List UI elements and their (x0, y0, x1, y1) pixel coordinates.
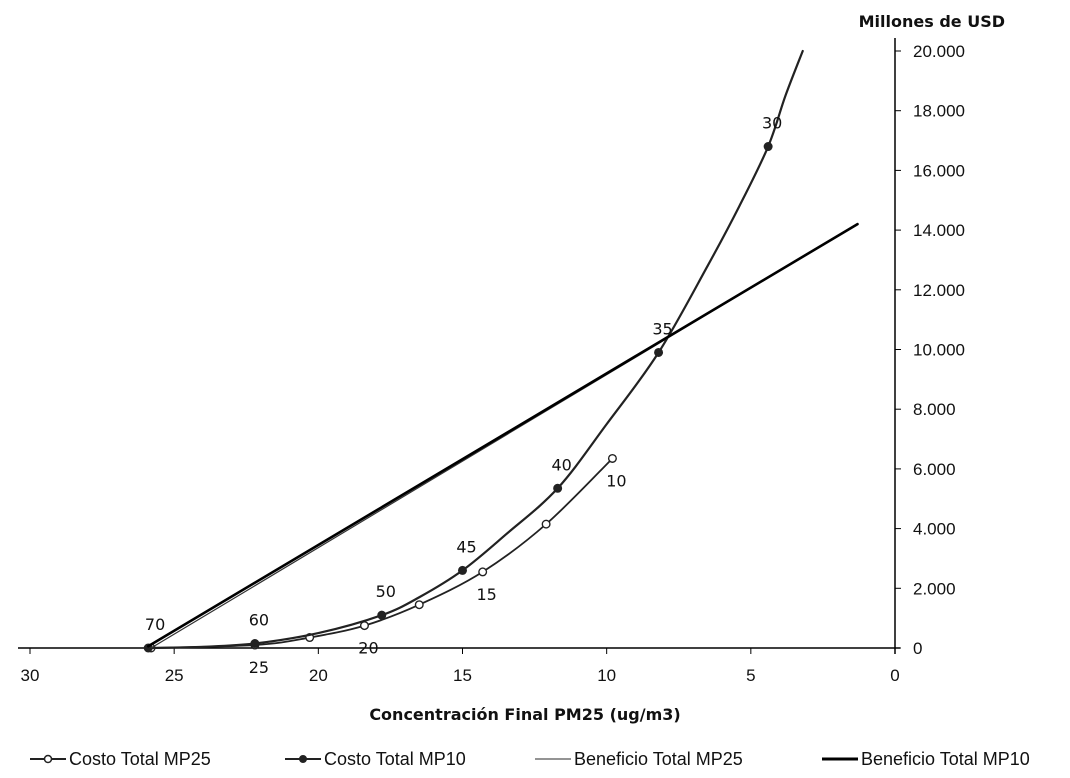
data-point (458, 565, 468, 575)
series-3 (146, 222, 859, 648)
data-point (250, 639, 260, 649)
y-tick-label: 20.000 (913, 42, 965, 61)
axes: 30 25 20 15 10 5 002.0004.0006.0008.00010.0001… (18, 38, 965, 685)
x-tick-label: 20 (309, 666, 328, 685)
point-label: 25 (249, 658, 269, 677)
x-tick-label: 0 (890, 666, 899, 685)
legend-label: Costo Total MP10 (324, 748, 466, 769)
point-label: 35 (652, 319, 672, 338)
x-tick-label: 25 (165, 666, 184, 685)
y-tick-label: 10.000 (913, 341, 965, 360)
y-tick-label: 12.000 (913, 281, 965, 300)
data-point (478, 567, 488, 577)
legend-label: Beneficio Total MP25 (574, 748, 743, 769)
y-tick-label: 6.000 (913, 460, 956, 479)
y-tick-label: 14.000 (913, 221, 965, 240)
legend-item-beneficio-mp25: Beneficio Total MP25 (535, 744, 743, 774)
data-point (607, 453, 617, 463)
series-0 (146, 453, 617, 653)
legend-item-costo-mp25: Costo Total MP25 (30, 744, 211, 774)
data-point (553, 483, 563, 493)
series-line (146, 222, 859, 648)
open-circle-line-icon (30, 752, 66, 766)
point-labels: 70 60 50 45 40 35 30 10 15 20 25 (145, 114, 782, 677)
y-axis-title: Millones de USD (859, 12, 1005, 31)
point-label: 70 (145, 615, 165, 634)
chart-canvas: 30 25 20 15 10 5 002.0004.0006.0008.00010.0001… (18, 12, 1005, 724)
x-tick-label: 15 (453, 666, 472, 685)
legend-item-beneficio-mp10: Beneficio Total MP10 (822, 744, 1030, 774)
y-tick-label: 8.000 (913, 400, 956, 419)
data-point (541, 519, 551, 529)
point-label: 50 (376, 582, 396, 601)
data-point (359, 621, 369, 631)
legend-item-costo-mp10: Costo Total MP10 (285, 744, 466, 774)
filled-circle-line-icon (285, 752, 321, 766)
data-point (377, 610, 387, 620)
x-tick-label: 5 (746, 666, 755, 685)
x-tick-label: 30 (21, 666, 40, 685)
point-label: 30 (762, 114, 782, 133)
x-axis-title: Concentración Final PM25 (ug/m3) (369, 705, 680, 724)
point-label: 60 (249, 611, 269, 630)
series-group (143, 49, 859, 653)
y-tick-label: 18.000 (913, 102, 965, 121)
legend-label: Costo Total MP25 (69, 748, 211, 769)
data-point (654, 347, 664, 357)
y-tick-label: 16.000 (913, 161, 965, 180)
y-tick-label: 2.000 (913, 579, 956, 598)
y-tick-label: 4.000 (913, 520, 956, 539)
thin-line-icon (535, 752, 571, 766)
x-tick-label: 10 (597, 666, 616, 685)
data-point (414, 600, 424, 610)
series-1 (143, 49, 804, 653)
point-label: 45 (456, 537, 476, 556)
point-label: 10 (606, 471, 626, 490)
legend-label: Beneficio Total MP10 (861, 748, 1030, 769)
point-label: 40 (551, 455, 571, 474)
y-tick-label: 0 (913, 639, 922, 658)
point-label: 15 (477, 585, 497, 604)
data-point (763, 142, 773, 152)
point-label: 20 (358, 639, 378, 658)
series-line (147, 49, 804, 650)
legend: Costo Total MP25 Costo Total MP10 Benefi… (0, 744, 1070, 774)
thick-line-icon (822, 752, 858, 766)
